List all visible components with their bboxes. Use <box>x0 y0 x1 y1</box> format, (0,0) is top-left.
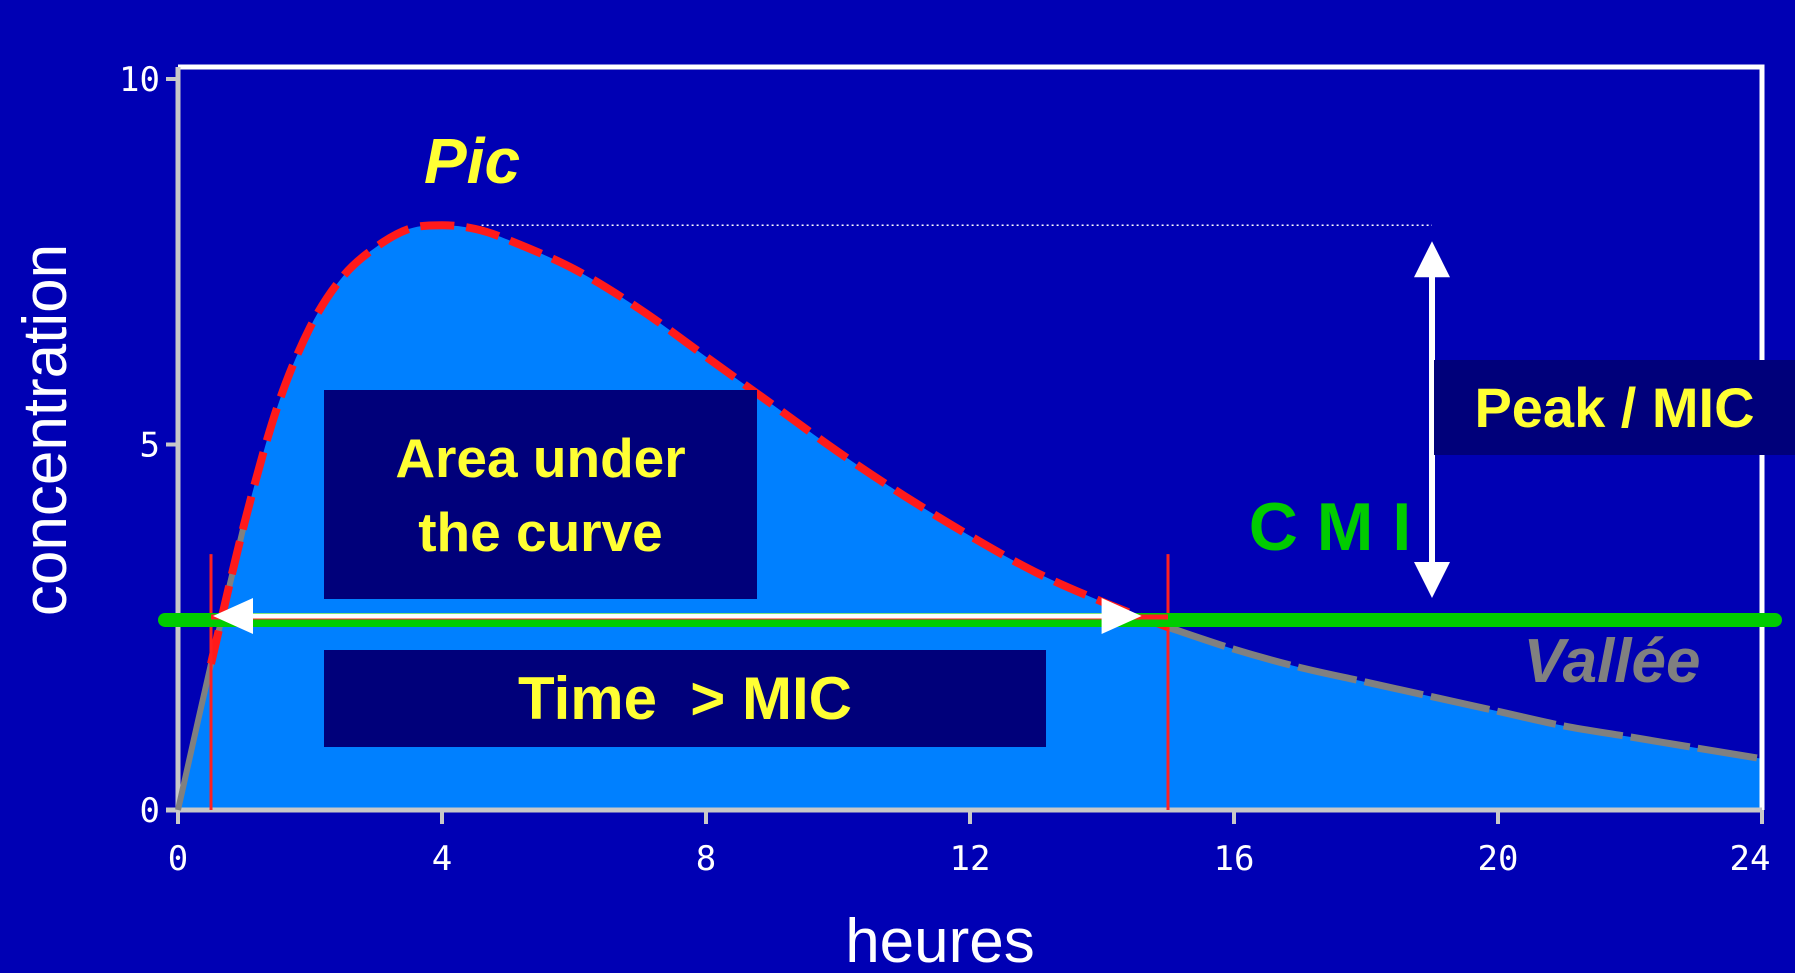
time-arrow-head-right <box>1101 597 1142 634</box>
y-tick-label-10: 10 <box>119 60 160 100</box>
y-tick-label-5: 5 <box>140 426 160 466</box>
x-tick-label-12: 12 <box>950 839 991 879</box>
auc-label-line-1: Area under <box>395 426 686 489</box>
x-tick-label-0: 0 <box>168 839 188 879</box>
peak-label: Pic <box>424 125 520 197</box>
peak-arrow-head-down <box>1414 561 1450 598</box>
x-axis-title: heures <box>845 907 1035 973</box>
x-tick-label-20: 20 <box>1478 839 1519 879</box>
peak-mic-label: Peak / MIC <box>1434 360 1795 455</box>
auc-label-box: Area under the curve <box>324 390 757 599</box>
time-above-mic-text: Time > MIC <box>518 665 852 732</box>
y-tick-label-0: 0 <box>140 791 160 831</box>
trough-curve <box>1166 623 1763 763</box>
y-axis-title: concentration <box>11 244 80 616</box>
time-above-mic-label: Time > MIC <box>324 650 1046 747</box>
peak-arrow-head-up <box>1414 241 1450 278</box>
time-arrow-head-left <box>213 597 253 634</box>
trough-label: Vallée <box>1524 627 1701 696</box>
x-tick-label-4: 4 <box>432 839 452 879</box>
x-tick-label-16: 16 <box>1214 839 1255 879</box>
x-tick-label-8: 8 <box>696 839 716 879</box>
concentration-curve <box>207 221 1170 665</box>
peak-mic-text: Peak / MIC <box>1474 376 1755 439</box>
plot-frame <box>178 64 1765 810</box>
auc-label-line-2: the curve <box>418 500 663 563</box>
mic-label: C M I <box>1249 489 1411 565</box>
x-tick-label-24: 24 <box>1730 839 1771 879</box>
